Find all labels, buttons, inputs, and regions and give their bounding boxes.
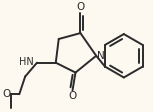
Text: O: O (76, 2, 85, 12)
Text: HN: HN (19, 57, 34, 67)
Text: O: O (68, 91, 77, 101)
Text: N: N (97, 51, 105, 61)
Text: O: O (2, 89, 10, 99)
